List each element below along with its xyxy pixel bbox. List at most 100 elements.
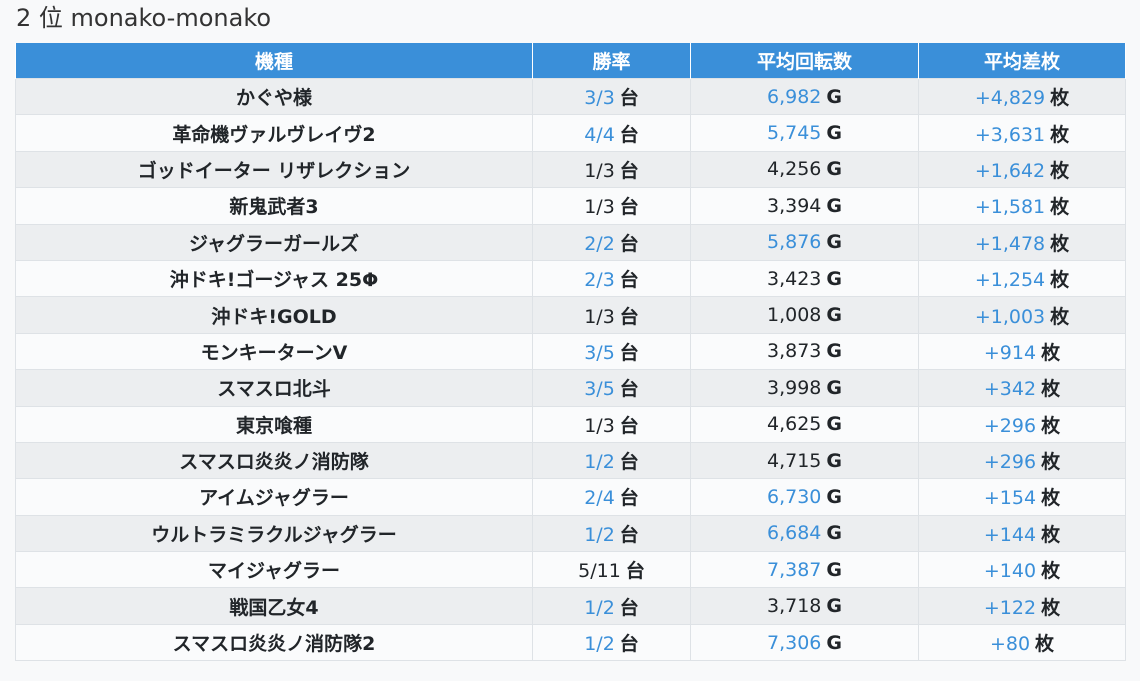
- win-rate-value: 1/3: [584, 196, 615, 219]
- machine-name: 東京喰種: [15, 405, 533, 443]
- table-row: スマスロ炎炎ノ消防隊2 1/2 台 7,306 G +80 枚: [15, 623, 1126, 662]
- avg-diff-value: +3,631: [974, 123, 1046, 146]
- table-row: ジャグラーガールズ 2/2 台 5,876 G +1,478 枚: [15, 223, 1126, 261]
- win-rate-value: 1/3: [584, 414, 615, 437]
- win-rate-unit: 台: [619, 159, 639, 182]
- avg-spins-value: 6,730: [766, 485, 822, 508]
- win-rate-value: 2/2: [584, 232, 615, 255]
- avg-diff-unit: 枚: [1050, 123, 1070, 146]
- win-rate-value: 1/3: [584, 305, 615, 328]
- avg-diff-cell: +1,478 枚: [918, 223, 1126, 261]
- avg-spins-unit: G: [826, 158, 842, 181]
- avg-spins-cell: 4,715 G: [690, 441, 919, 480]
- machine-name: かぐや様: [15, 77, 533, 116]
- avg-spins-value: 1,008: [766, 304, 822, 327]
- avg-diff-cell: +122 枚: [918, 587, 1126, 625]
- win-rate-cell: 2/3 台: [532, 259, 691, 298]
- avg-spins-cell: 6,982 G: [690, 77, 919, 116]
- avg-spins-value: 4,715: [766, 449, 822, 472]
- win-rate-value: 3/5: [584, 341, 615, 364]
- avg-spins-value: 6,982: [766, 85, 822, 108]
- avg-spins-cell: 5,876 G: [690, 223, 919, 261]
- avg-diff-cell: +144 枚: [918, 514, 1126, 553]
- table-row: 沖ドキ!ゴージャス 25Φ 2/3 台 3,423 G +1,254 枚: [15, 259, 1126, 298]
- avg-spins-unit: G: [826, 267, 842, 290]
- win-rate-unit: 台: [619, 523, 639, 546]
- avg-diff-cell: +1,254 枚: [918, 259, 1126, 298]
- win-rate-value: 4/4: [584, 123, 615, 146]
- avg-diff-cell: +1,581 枚: [918, 187, 1126, 225]
- header-win-rate: 勝率: [532, 43, 691, 79]
- win-rate-cell: 3/5 台: [532, 369, 691, 407]
- win-rate-value: 3/3: [584, 87, 615, 110]
- win-rate-value: 1/2: [584, 596, 615, 619]
- machine-name: 革命機ヴァルヴレイヴ2: [15, 114, 533, 152]
- table-row: マイジャグラー 5/11 台 7,387 G +140 枚: [15, 551, 1126, 589]
- win-rate-value: 1/3: [584, 159, 615, 182]
- win-rate-unit: 台: [619, 451, 639, 474]
- avg-diff-value: +80: [989, 633, 1031, 656]
- avg-diff-value: +1,581: [974, 196, 1046, 219]
- table-row: ウルトラミラクルジャグラー 1/2 台 6,684 G +144 枚: [15, 514, 1126, 553]
- win-rate-unit: 台: [625, 560, 645, 583]
- win-rate-cell: 1/2 台: [532, 514, 691, 553]
- avg-diff-cell: +342 枚: [918, 369, 1126, 407]
- avg-diff-value: +122: [983, 596, 1037, 619]
- avg-diff-value: +1,003: [974, 305, 1046, 328]
- avg-diff-unit: 枚: [1041, 451, 1061, 474]
- table-row: 沖ドキ!GOLD 1/3 台 1,008 G +1,003 枚: [15, 296, 1126, 334]
- avg-spins-cell: 3,394 G: [690, 187, 919, 225]
- avg-diff-cell: +80 枚: [918, 623, 1126, 662]
- win-rate-value: 3/5: [584, 378, 615, 401]
- machine-name: スマスロ炎炎ノ消防隊: [15, 441, 533, 480]
- avg-spins-unit: G: [826, 595, 842, 618]
- avg-spins-unit: G: [826, 340, 842, 363]
- win-rate-value: 5/11: [578, 560, 621, 583]
- avg-spins-cell: 6,684 G: [690, 514, 919, 553]
- win-rate-unit: 台: [619, 87, 639, 110]
- table-row: 戦国乙女4 1/2 台 3,718 G +122 枚: [15, 587, 1126, 625]
- table-header-row: 機種 勝率 平均回転数 平均差枚: [15, 43, 1126, 79]
- table-row: モンキーターンV 3/5 台 3,873 G +914 枚: [15, 332, 1126, 371]
- avg-diff-cell: +296 枚: [918, 441, 1126, 480]
- win-rate-unit: 台: [619, 487, 639, 510]
- avg-spins-value: 3,873: [766, 340, 822, 363]
- win-rate-cell: 1/3 台: [532, 150, 691, 189]
- win-rate-value: 1/2: [584, 633, 615, 656]
- avg-spins-value: 3,718: [766, 595, 822, 618]
- win-rate-cell: 3/5 台: [532, 332, 691, 371]
- machine-name: 沖ドキ!GOLD: [15, 296, 533, 334]
- avg-spins-cell: 4,256 G: [690, 150, 919, 189]
- avg-diff-cell: +296 枚: [918, 405, 1126, 443]
- machine-name: ゴッドイーター リザレクション: [15, 150, 533, 189]
- machine-name: ウルトラミラクルジャグラー: [15, 514, 533, 553]
- avg-spins-cell: 1,008 G: [690, 296, 919, 334]
- win-rate-unit: 台: [619, 596, 639, 619]
- avg-spins-unit: G: [826, 522, 842, 545]
- avg-spins-value: 4,256: [766, 158, 822, 181]
- machine-name: ジャグラーガールズ: [15, 223, 533, 261]
- avg-spins-value: 4,625: [766, 413, 822, 436]
- avg-spins-unit: G: [826, 485, 842, 508]
- ranking-title: 2 位 monako-monako: [16, 4, 272, 32]
- win-rate-cell: 3/3 台: [532, 77, 691, 116]
- avg-diff-unit: 枚: [1041, 341, 1061, 364]
- machine-name: モンキーターンV: [15, 332, 533, 371]
- win-rate-unit: 台: [619, 232, 639, 255]
- win-rate-value: 2/4: [584, 487, 615, 510]
- win-rate-value: 1/2: [584, 451, 615, 474]
- table-row: ゴッドイーター リザレクション 1/3 台 4,256 G +1,642 枚: [15, 150, 1126, 189]
- avg-spins-value: 5,745: [766, 122, 822, 145]
- table-row: スマスロ北斗 3/5 台 3,998 G +342 枚: [15, 369, 1126, 407]
- machine-name: スマスロ北斗: [15, 369, 533, 407]
- win-rate-cell: 1/2 台: [532, 623, 691, 662]
- avg-diff-unit: 枚: [1041, 414, 1061, 437]
- avg-spins-unit: G: [826, 376, 842, 399]
- machine-name: マイジャグラー: [15, 551, 533, 589]
- avg-diff-cell: +914 枚: [918, 332, 1126, 371]
- win-rate-cell: 1/3 台: [532, 187, 691, 225]
- win-rate-cell: 5/11 台: [532, 551, 691, 589]
- win-rate-unit: 台: [619, 123, 639, 146]
- avg-diff-unit: 枚: [1041, 560, 1061, 583]
- header-avg-spins: 平均回転数: [690, 43, 919, 79]
